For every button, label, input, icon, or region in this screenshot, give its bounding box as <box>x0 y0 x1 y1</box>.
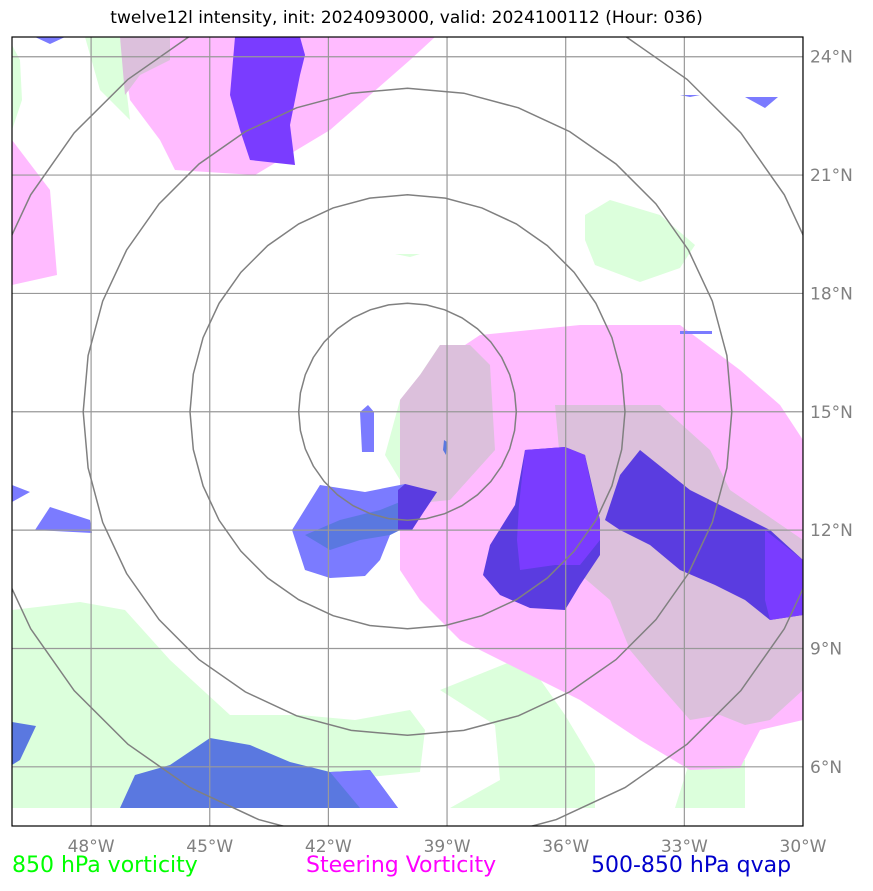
lat-tick-label: 18°N <box>810 284 853 304</box>
map-grid <box>12 37 803 826</box>
map-title: twelve12l intensity, init: 2024093000, v… <box>110 8 703 28</box>
range-rings <box>12 37 803 826</box>
lat-tick-label: 9°N <box>810 639 842 659</box>
range-ring <box>12 37 803 826</box>
lat-tick-label: 24°N <box>810 48 853 68</box>
legend-steering-vorticity: Steering Vorticity <box>306 853 497 878</box>
range-ring <box>82 87 733 737</box>
lon-tick-label: 36°W <box>542 837 589 857</box>
range-ring <box>297 302 518 522</box>
legend-850-vorticity: 850 hPa vorticity <box>12 853 198 878</box>
lon-tick-label: 42°W <box>305 837 352 857</box>
lat-tick-label: 15°N <box>810 403 853 423</box>
lat-tick-label: 6°N <box>810 758 842 778</box>
lon-tick-label: 30°W <box>780 837 827 857</box>
map-frame <box>11 36 804 827</box>
lon-tick-label: 45°W <box>186 837 233 857</box>
lon-tick-label: 48°W <box>68 837 115 857</box>
legend-qvap: 500-850 hPa qvap <box>591 853 792 878</box>
lat-tick-label: 12°N <box>810 521 853 541</box>
lat-tick-label: 21°N <box>810 166 853 186</box>
range-ring <box>189 194 626 630</box>
axis-ticks: 48°W 45°W 42°W 39°W 36°W 33°W 30°W 24°N 21°N 18°N… <box>68 48 853 857</box>
lon-tick-label: 33°W <box>661 837 708 857</box>
lon-tick-label: 39°W <box>424 837 471 857</box>
